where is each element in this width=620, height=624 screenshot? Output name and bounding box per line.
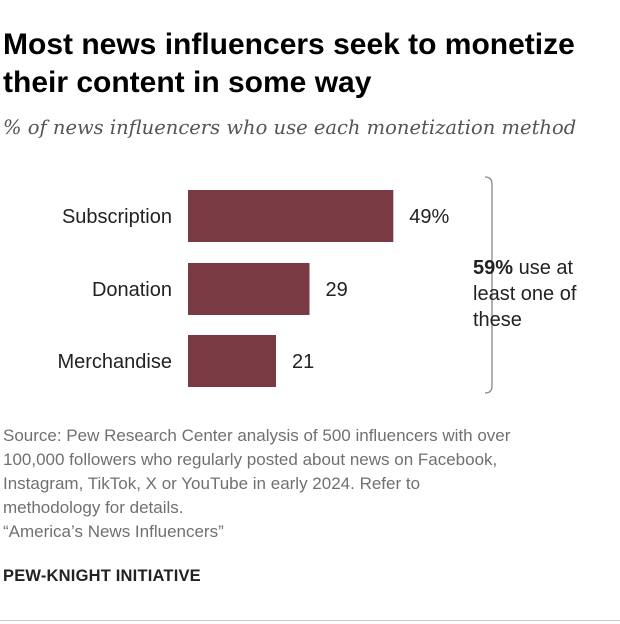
bar-chart: Subscription 49% Donation 29 Merchandise 21 <box>57 176 493 394</box>
source-line-5: “America’s News Influencers” <box>3 522 224 541</box>
category-label-donation: Donation <box>92 279 172 301</box>
value-label-subscription: 49% <box>409 206 449 228</box>
value-label-donation: 29 <box>326 279 348 301</box>
bottom-divider <box>0 620 620 621</box>
bracket-line <box>484 176 493 394</box>
source-line-4: methodology for details. <box>3 498 184 517</box>
annotation-value: 59% <box>473 257 514 279</box>
bars-group: Subscription 49% Donation 29 Merchandise 21 <box>57 190 450 387</box>
category-label-merchandise: Merchandise <box>57 351 172 373</box>
category-label-subscription: Subscription <box>62 206 172 228</box>
annotation-note: 59% use at least one of these <box>473 255 613 333</box>
source-note: Source: Pew Research Center analysis of … <box>3 424 613 544</box>
bar-subscription <box>188 190 394 242</box>
annotation-text: use at least one of these <box>473 257 577 331</box>
value-label-merchandise: 21 <box>292 351 314 373</box>
chart-title: Most news influencers seek to monetize t… <box>3 28 575 99</box>
bar-donation <box>188 263 310 315</box>
source-line-2: 100,000 followers who regularly posted a… <box>3 450 498 469</box>
brand-logo-text: PEW-KNIGHT INITIATIVE <box>3 567 201 585</box>
bar-merchandise <box>188 335 276 387</box>
source-line-1: Source: Pew Research Center analysis of … <box>3 426 511 445</box>
chart-subtitle: % of news influencers who use each monet… <box>3 116 577 139</box>
source-line-3: Instagram, TikTok, X or YouTube in early… <box>3 474 421 493</box>
